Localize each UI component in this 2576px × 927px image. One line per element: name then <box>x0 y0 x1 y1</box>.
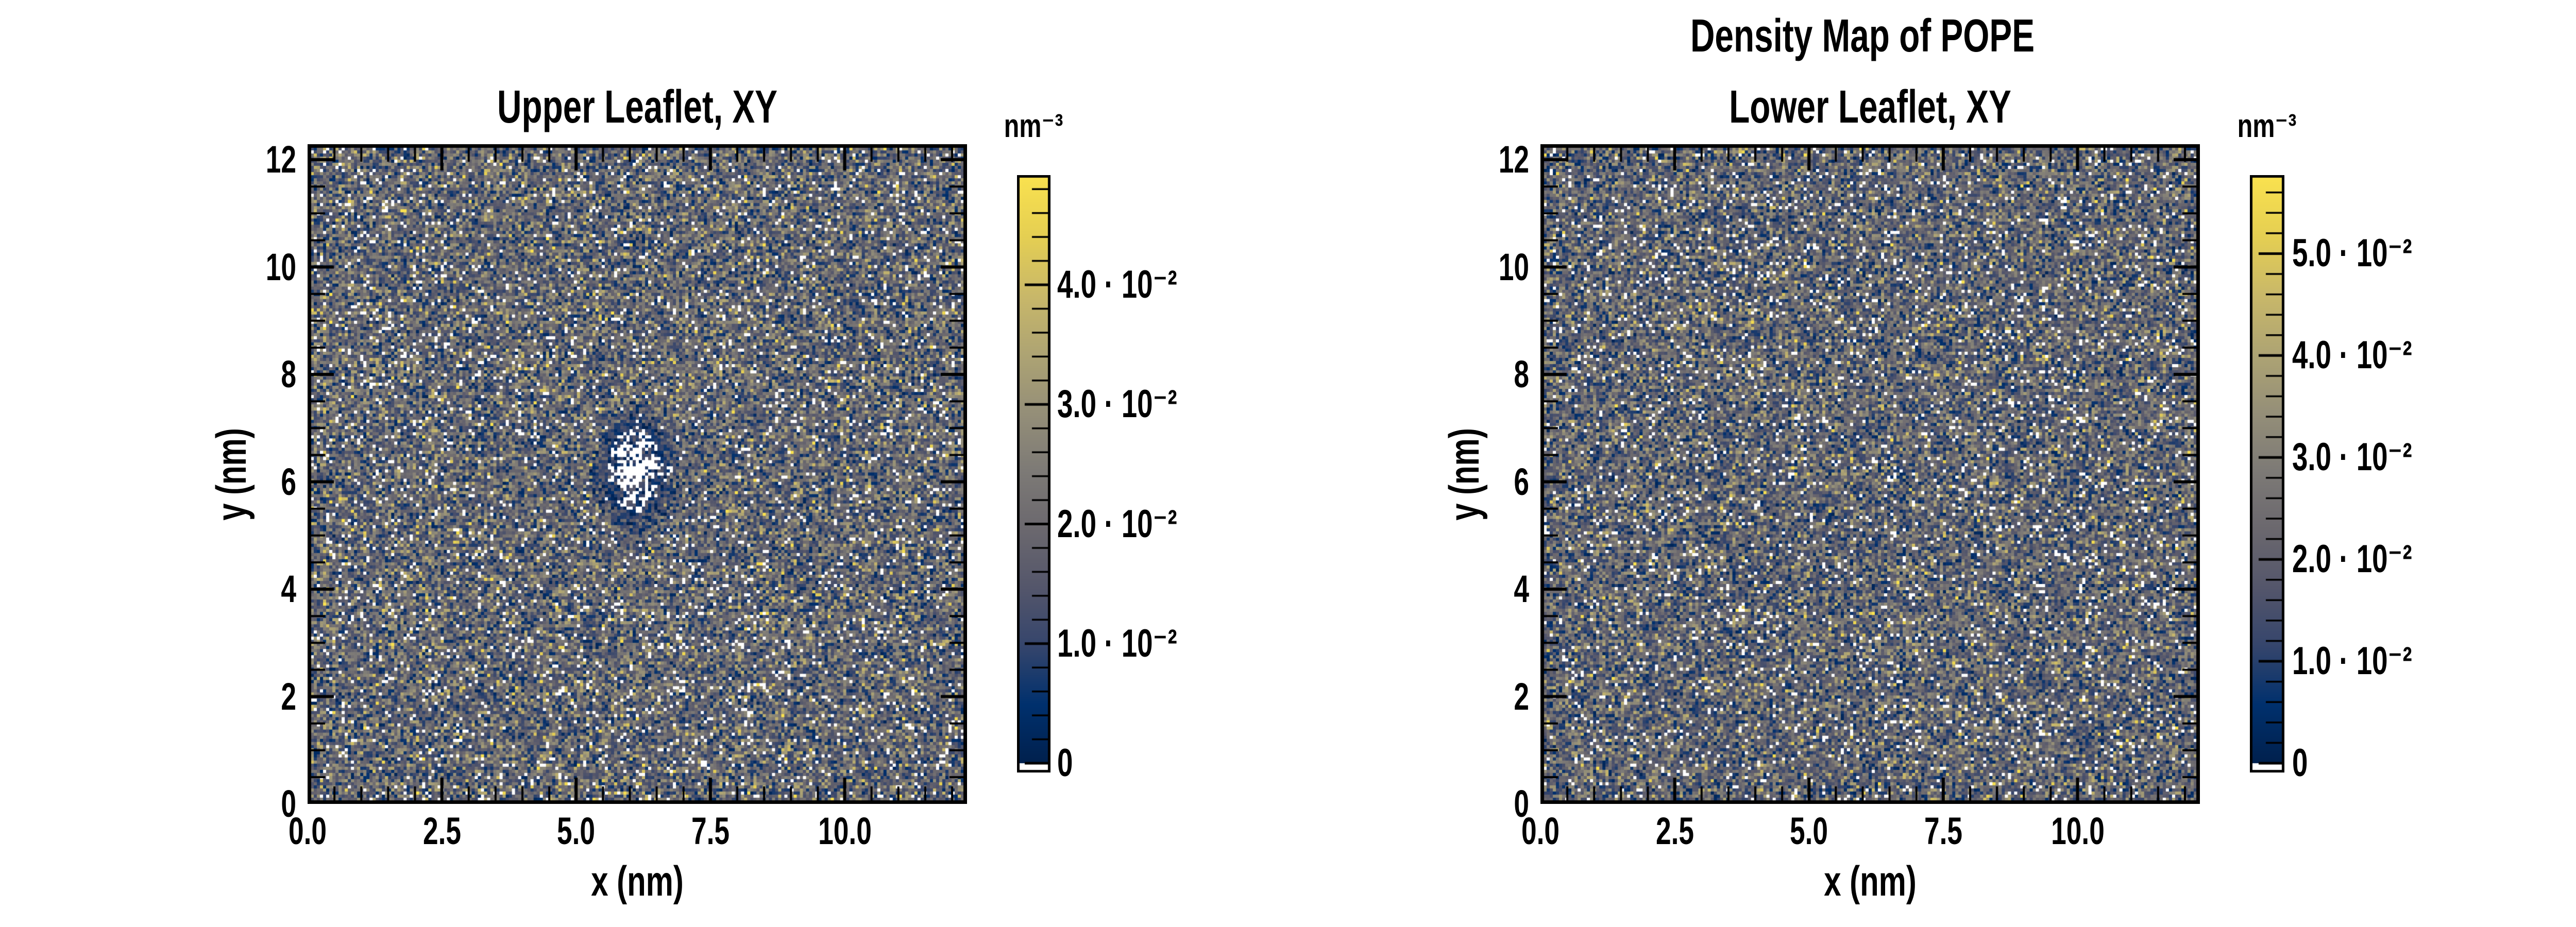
figure-suptitle: Density Map of POPE <box>1690 10 2035 62</box>
colorbar-tick-label: 0 <box>1057 741 1073 785</box>
x-tick-label: 7.5 <box>1924 810 1962 852</box>
colorbar-tick-label: 3.0 · 10⁻² <box>1057 382 1177 426</box>
colorbar-upper-leaflet <box>1017 175 1050 772</box>
x-tick-label: 10.0 <box>818 810 872 852</box>
y-tick-label: 10 <box>1498 245 1529 288</box>
colorbar-tick-label: 2.0 · 10⁻² <box>1057 502 1177 546</box>
x-tick-label: 0.0 <box>1521 810 1560 852</box>
y-tick-label: 4 <box>281 568 296 610</box>
y-tick-label: 0 <box>1514 782 1529 825</box>
heatmap-upper-leaflet <box>308 144 967 804</box>
panel1-colorbar-unit: nm⁻³ <box>1004 107 1063 144</box>
panel2-xaxis-label: x (nm) <box>1824 858 1917 905</box>
y-tick-label: 8 <box>1514 353 1529 396</box>
panel2-colorbar-unit: nm⁻³ <box>2237 107 2297 144</box>
colorbar-tick-label: 4.0 · 10⁻² <box>2292 333 2412 377</box>
colorbar-tick-label: 5.0 · 10⁻² <box>2292 231 2412 276</box>
y-tick-label: 2 <box>1514 675 1529 718</box>
y-tick-label: 8 <box>281 353 296 396</box>
y-tick-label: 10 <box>265 245 296 288</box>
panel1-xaxis-label: x (nm) <box>591 858 684 905</box>
x-tick-label: 2.5 <box>422 810 461 852</box>
x-tick-label: 2.5 <box>1655 810 1694 852</box>
x-tick-label: 10.0 <box>2050 810 2105 852</box>
x-tick-label: 0.0 <box>288 810 327 852</box>
x-tick-label: 5.0 <box>1790 810 1828 852</box>
y-tick-label: 12 <box>1498 138 1529 181</box>
colorbar-tick-label: 1.0 · 10⁻² <box>2292 639 2412 683</box>
colorbar-tick-label: 1.0 · 10⁻² <box>1057 621 1177 665</box>
y-tick-label: 2 <box>281 675 296 718</box>
x-tick-label: 5.0 <box>557 810 596 852</box>
panel2-title: Lower Leaflet, XY <box>1729 81 2011 133</box>
y-tick-label: 6 <box>1514 460 1529 503</box>
heatmap-lower-leaflet <box>1540 144 2200 804</box>
y-tick-label: 6 <box>281 460 296 503</box>
colorbar-tick-label: 4.0 · 10⁻² <box>1057 263 1177 307</box>
y-tick-label: 12 <box>265 138 296 181</box>
colorbar-tick-label: 0 <box>2292 741 2308 785</box>
colorbar-tick-label: 2.0 · 10⁻² <box>2292 537 2412 581</box>
x-tick-label: 7.5 <box>691 810 730 852</box>
panel1-title: Upper Leaflet, XY <box>497 81 777 133</box>
colorbar-lower-leaflet <box>2250 175 2284 772</box>
y-tick-label: 4 <box>1514 568 1529 610</box>
colorbar-tick-label: 3.0 · 10⁻² <box>2292 435 2412 479</box>
y-tick-label: 0 <box>281 782 296 825</box>
